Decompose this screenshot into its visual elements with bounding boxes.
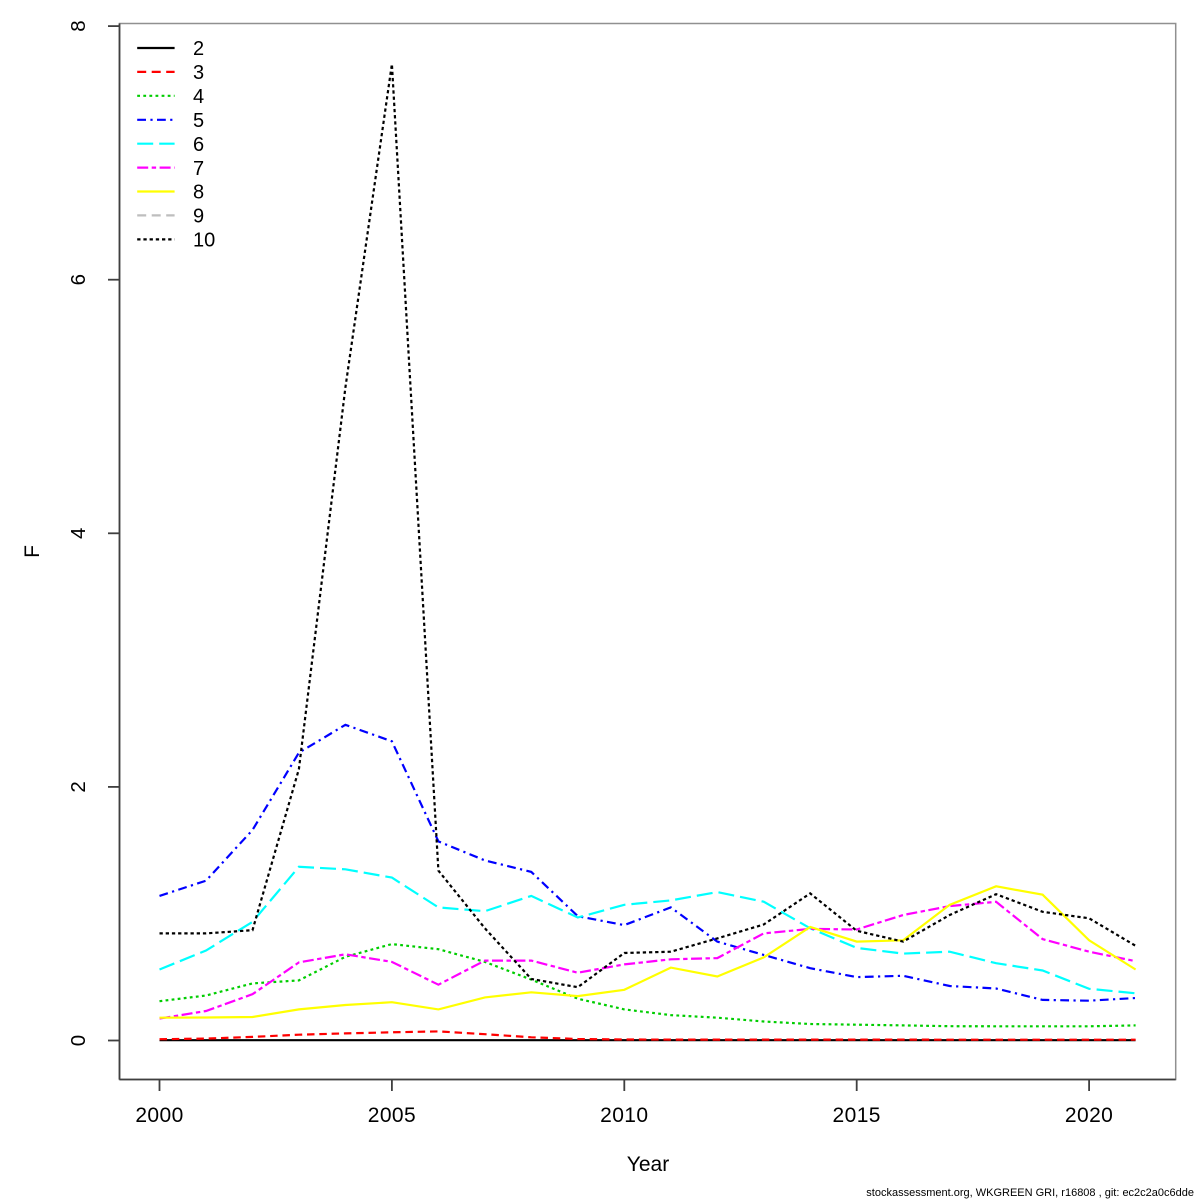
svg-text:Year: Year (627, 1153, 669, 1176)
svg-text:8: 8 (193, 182, 204, 204)
svg-text:7: 7 (193, 158, 204, 180)
svg-text:9: 9 (193, 206, 204, 228)
svg-text:5: 5 (193, 110, 204, 132)
svg-text:2005: 2005 (368, 1104, 416, 1127)
svg-text:2000: 2000 (135, 1104, 183, 1127)
svg-text:2: 2 (193, 38, 204, 60)
svg-text:6: 6 (67, 274, 90, 285)
svg-text:2010: 2010 (600, 1104, 648, 1127)
svg-text:2: 2 (67, 781, 90, 792)
svg-text:2015: 2015 (833, 1104, 881, 1127)
svg-text:4: 4 (193, 86, 204, 108)
svg-text:6: 6 (193, 134, 204, 156)
svg-text:0: 0 (67, 1035, 90, 1046)
svg-text:4: 4 (67, 528, 90, 539)
svg-text:3: 3 (193, 62, 204, 84)
svg-text:2020: 2020 (1065, 1104, 1113, 1127)
svg-text:10: 10 (193, 230, 215, 252)
svg-text:stockassessment.org, WKGREEN G: stockassessment.org, WKGREEN GRI, r16808… (866, 1187, 1194, 1199)
svg-text:8: 8 (67, 20, 90, 31)
svg-text:F: F (21, 545, 44, 558)
